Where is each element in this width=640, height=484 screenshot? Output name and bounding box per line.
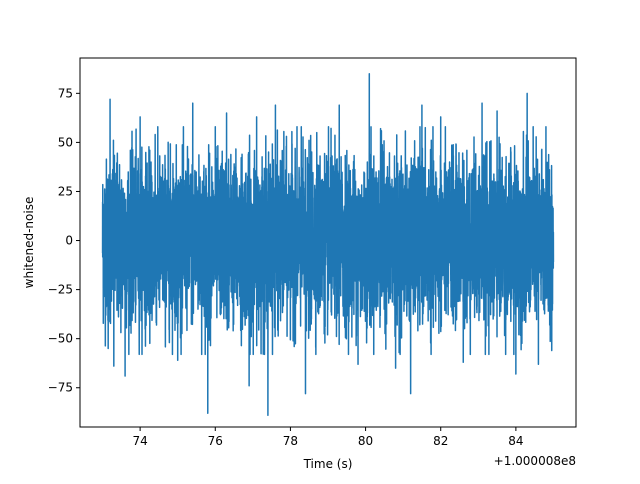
x-axis-label: Time (s)	[303, 457, 353, 471]
y-tick-label: 0	[65, 234, 73, 248]
y-axis: −75 −50 −25 0 25 50 75	[48, 86, 80, 395]
y-tick-label: 25	[58, 184, 73, 198]
x-tick-label: 74	[132, 434, 147, 448]
y-tick-label: −75	[48, 381, 73, 395]
plot-area	[101, 72, 555, 416]
y-axis-label: whitened-noise	[22, 197, 36, 289]
x-axis: 74 76 78 80 82 84	[132, 427, 524, 448]
x-axis-offset-label: +1.000008e8	[494, 454, 576, 468]
axes-frame	[79, 57, 577, 428]
y-tick-label: 75	[58, 86, 73, 100]
y-tick-label: 50	[58, 135, 73, 149]
y-tick-label: −25	[48, 283, 73, 297]
x-tick-label: 84	[508, 434, 523, 448]
x-tick-label: 80	[358, 434, 373, 448]
series-line	[101, 72, 555, 416]
y-tick-label: −50	[48, 332, 73, 346]
x-tick-label: 78	[283, 434, 298, 448]
x-tick-label: 76	[208, 434, 223, 448]
x-tick-label: 82	[433, 434, 448, 448]
